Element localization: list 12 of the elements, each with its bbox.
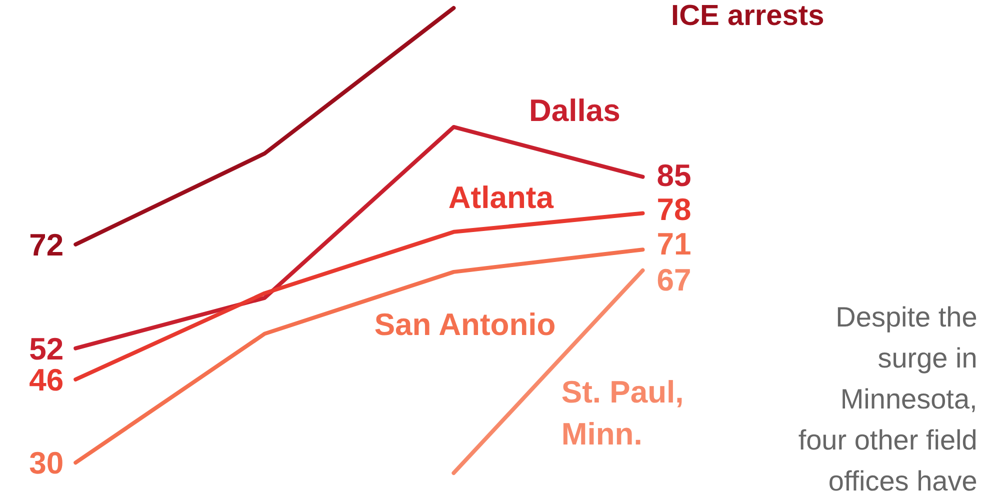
text: Despite the surge in Minnesota, four other field offices have	[798, 302, 978, 493]
data-label: 78	[656, 192, 692, 228]
data-label: 67	[656, 262, 692, 298]
data-label: 30	[29, 446, 64, 481]
series-label: Dallas	[528, 92, 620, 128]
data-label: 85	[656, 158, 692, 193]
series-label: St. Paul, Minn.	[561, 374, 684, 452]
series-label: Atlanta	[448, 180, 554, 216]
data-label: 72	[29, 227, 64, 262]
data-label: 71	[656, 226, 692, 262]
annotation: ICE arrests	[671, 0, 824, 32]
series-label: San Antonio	[374, 306, 556, 342]
